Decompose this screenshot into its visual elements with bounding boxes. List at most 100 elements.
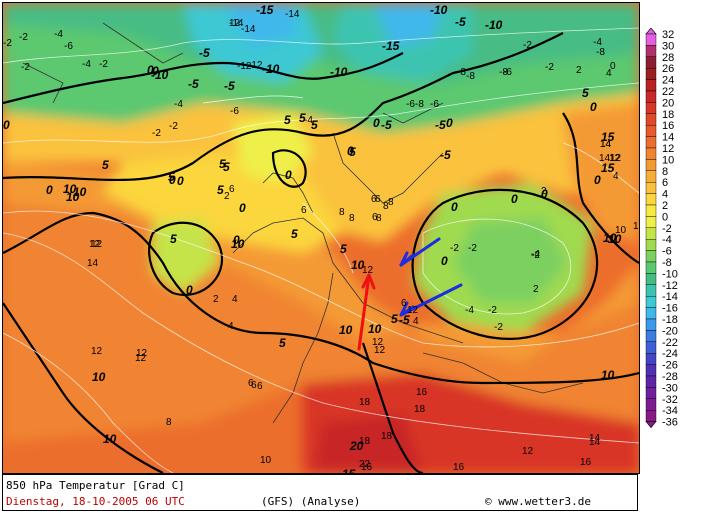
thin-isotherm-label: -2 bbox=[488, 305, 497, 316]
legend-label: -24 bbox=[662, 348, 678, 360]
thin-isotherm-label: 8 bbox=[388, 197, 394, 208]
legend-label: -4 bbox=[662, 234, 672, 246]
thin-isotherm-label: -14 bbox=[241, 24, 256, 35]
thin-isotherm-label: 12 bbox=[522, 446, 534, 457]
bold-isotherm-labels: -15 -10-10-5 -10-15-10-5 -5-100-5-5-50000-5… bbox=[3, 3, 622, 473]
temperature-map: -15 -10 -10 -5 -10 -15 -10 -5 -5 -10 0 -5 -5 -5 0 0 0 0 -5… bbox=[2, 2, 640, 474]
bold-isotherm-label: -5 bbox=[224, 79, 235, 93]
thin-isotherm-label: 2 bbox=[213, 294, 219, 305]
thin-isotherm-label: 12 bbox=[372, 337, 384, 348]
legend-label: 2 bbox=[662, 200, 668, 212]
legend-swatch bbox=[645, 159, 657, 171]
bold-isotherm-label: -10 bbox=[330, 65, 348, 79]
legend-label: 30 bbox=[662, 40, 674, 52]
bold-isotherm-label: -10 bbox=[262, 62, 280, 76]
legend-swatch bbox=[645, 296, 657, 308]
bold-isotherm-label: 5 bbox=[168, 170, 175, 184]
bold-isotherm-label: 5 bbox=[340, 242, 347, 256]
thin-isotherm-label: 6 bbox=[301, 205, 307, 216]
legend-label: 4 bbox=[662, 189, 668, 201]
bold-isotherm-label: 10 bbox=[63, 182, 77, 196]
thin-isotherm-label: 10 bbox=[260, 455, 272, 466]
thin-isotherm-label: 6 bbox=[248, 378, 254, 389]
legend-label: -16 bbox=[662, 303, 678, 315]
thin-isotherm-label: -2 bbox=[494, 322, 503, 333]
thin-isotherm-label: -12 bbox=[248, 60, 263, 71]
bold-isotherm-label: -5 bbox=[455, 15, 466, 29]
bold-isotherm-label: -5 bbox=[199, 46, 210, 60]
map-date: Dienstag, 18-10-2005 06 UTC bbox=[6, 495, 185, 508]
bold-isotherm-label: 0 bbox=[239, 201, 246, 215]
bold-isotherm-label: 5 bbox=[311, 118, 318, 132]
thin-isotherm-label: 12 bbox=[91, 239, 103, 250]
legend-bottom-arrow bbox=[645, 421, 657, 429]
bold-isotherm-label: -15 bbox=[382, 39, 400, 53]
bold-isotherm-label: 0 bbox=[511, 192, 518, 206]
thin-isotherm-label: 4 bbox=[232, 294, 238, 305]
thin-isotherm-labels: -14-14-14-2 -4-6-2 -2-8-8-12-12-6 -8-8-6-4-… bbox=[3, 9, 639, 473]
legend-top-arrow bbox=[645, 27, 657, 35]
legend-swatch bbox=[645, 227, 657, 240]
bold-isotherm-label: 5 bbox=[219, 157, 226, 171]
thin-isotherm-label: 8 bbox=[166, 417, 172, 428]
legend-label: -26 bbox=[662, 360, 678, 372]
thin-isotherm-label: -6 bbox=[64, 41, 73, 52]
map-title: 850 hPa Temperatur [Grad C] bbox=[6, 479, 185, 492]
thin-isotherm-label: 14 bbox=[87, 258, 99, 269]
thin-isotherm-label: -2 bbox=[19, 32, 28, 43]
legend-swatch bbox=[645, 353, 657, 365]
thin-isotherm-label: -4 bbox=[174, 99, 183, 110]
legend-swatch bbox=[645, 79, 657, 92]
thin-isotherm-label: 4 bbox=[228, 321, 234, 332]
thin-isotherm-label: 14 bbox=[600, 139, 612, 150]
thin-isotherm-label: 4 bbox=[413, 316, 419, 327]
legend-label: -36 bbox=[662, 417, 678, 429]
thin-isotherm-label: -8 bbox=[457, 67, 466, 78]
thin-isotherm-label: -8 bbox=[499, 67, 508, 78]
copyright-link[interactable]: © www.wetter3.de bbox=[485, 495, 591, 508]
bold-isotherm-label: 5 bbox=[299, 111, 306, 125]
bold-isotherm-label: 15 bbox=[342, 467, 356, 473]
bold-isotherm-label: 0 bbox=[3, 118, 10, 132]
thin-isotherm-label: 12 bbox=[407, 305, 419, 316]
thin-isotherm-label: 0 bbox=[610, 61, 616, 72]
thin-isotherm-label: -2 bbox=[99, 59, 108, 70]
legend-label: -14 bbox=[662, 291, 678, 303]
thin-isotherm-label: 16 bbox=[416, 387, 428, 398]
thin-isotherm-label: -4 bbox=[531, 249, 540, 260]
thin-isotherm-label: 12 bbox=[610, 153, 622, 164]
bold-isotherm-label: -5 bbox=[440, 148, 451, 162]
thin-isotherm-label: 14 bbox=[589, 437, 601, 448]
bold-isotherm-label: 5 bbox=[279, 336, 286, 350]
bold-isotherm-label: 0 bbox=[541, 187, 548, 201]
legend-swatch bbox=[645, 307, 657, 320]
thin-isotherm-label: 16 bbox=[361, 462, 373, 473]
bold-isotherm-label: 5 bbox=[223, 160, 230, 174]
bold-isotherm-label: 10 bbox=[103, 432, 117, 446]
bold-isotherm-label: 0 bbox=[285, 168, 292, 182]
thin-isotherm-label: 12 bbox=[135, 353, 147, 364]
legend-swatch bbox=[645, 250, 657, 263]
thin-isotherm-label: -4 bbox=[82, 59, 91, 70]
legend-label: -32 bbox=[662, 394, 678, 406]
legend-label: -34 bbox=[662, 405, 678, 417]
legend-label: 18 bbox=[662, 109, 674, 121]
legend-label: 14 bbox=[662, 132, 674, 144]
bold-isotherm-label: 0 bbox=[347, 144, 354, 158]
thin-isotherm-label: 8 bbox=[376, 213, 382, 224]
color-scale-legend: 32 30 28 26 24 22 20 18 16 14 12 10 8 6 4 2 0 -2 -4 -6 -8 -10… bbox=[642, 27, 704, 458]
thin-isotherm-label: 22 bbox=[359, 459, 371, 470]
thin-isotherm-label: 2 bbox=[224, 191, 230, 202]
thin-isotherm-label: 6 bbox=[229, 184, 235, 195]
legend-label: 26 bbox=[662, 63, 674, 75]
legend-label: 8 bbox=[662, 166, 668, 178]
legend-swatch bbox=[645, 364, 657, 377]
legend-swatch bbox=[645, 102, 657, 115]
thin-isotherm-label: 12 bbox=[374, 345, 386, 356]
thin-isotherm-label: 12 bbox=[229, 18, 241, 29]
legend-label: 10 bbox=[662, 154, 674, 166]
bold-isotherm-label: 10 bbox=[351, 258, 365, 272]
legend-swatch bbox=[645, 318, 657, 331]
thin-isotherm-label: 8 bbox=[383, 201, 389, 212]
